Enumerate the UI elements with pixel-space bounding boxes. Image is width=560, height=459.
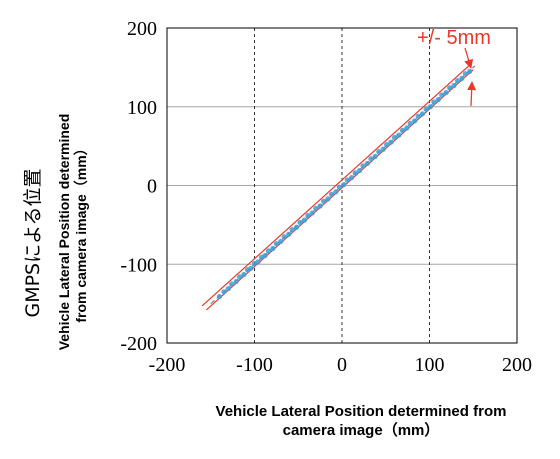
- data-point: [384, 141, 390, 148]
- data-point: [278, 238, 284, 245]
- data-point: [396, 132, 402, 138]
- y-tick-label: 200: [127, 18, 157, 40]
- x-tick-label: -100: [236, 354, 273, 376]
- data-point: [317, 203, 323, 209]
- x-tick-label: 100: [415, 354, 445, 376]
- data-point: [281, 234, 287, 240]
- data-point: [356, 167, 363, 174]
- data-point: [301, 217, 307, 223]
- data-point: [376, 149, 382, 155]
- data-points: [216, 68, 473, 300]
- data-point: [443, 89, 449, 96]
- data-point: [265, 248, 272, 254]
- plot-frame: [166, 27, 518, 344]
- data-point: [407, 120, 413, 126]
- data-point: [286, 231, 292, 237]
- annotation-group: +/- 5mm: [417, 27, 491, 107]
- data-point: [325, 196, 331, 202]
- data-point: [293, 224, 300, 230]
- annotation-arrow-up: [467, 81, 477, 107]
- data-point: [431, 99, 437, 105]
- x-tick-label: 200: [502, 354, 532, 376]
- data-point: [297, 219, 303, 226]
- data-point: [270, 245, 276, 252]
- data-point: [462, 71, 468, 77]
- data-point: [309, 210, 315, 216]
- data-point: [419, 111, 426, 117]
- data-point: [372, 153, 378, 159]
- data-point: [459, 75, 465, 81]
- tolerance-annotation: +/- 5mm: [417, 27, 491, 49]
- data-point: [313, 205, 319, 211]
- data-point: [360, 163, 366, 169]
- data-point: [262, 252, 268, 259]
- data-point: [233, 278, 239, 285]
- data-point: [415, 113, 421, 119]
- y-tick-label: -100: [120, 254, 157, 276]
- data-point: [344, 177, 350, 183]
- data-point: [451, 82, 457, 89]
- data-point: [273, 241, 279, 247]
- data-point: [404, 125, 410, 131]
- data-point: [216, 293, 223, 300]
- data-point: [364, 160, 370, 167]
- data-point: [349, 175, 355, 181]
- data-point: [368, 156, 374, 162]
- data-point: [352, 170, 358, 176]
- data-point: [412, 118, 418, 124]
- data-point: [305, 212, 311, 219]
- y-tick-label: 100: [127, 97, 157, 119]
- data-point: [341, 182, 347, 188]
- data-point: [225, 286, 231, 292]
- y-axis-label-line1: Vehicle Lateral Position determined: [56, 114, 72, 351]
- data-point: [454, 78, 461, 84]
- tolerance-line: [201, 65, 470, 307]
- data-point: [255, 259, 261, 265]
- data-point: [336, 184, 342, 190]
- data-point: [333, 189, 339, 195]
- y-axis-label-jp: GMPSによる位置: [22, 168, 44, 317]
- data-point: [221, 289, 227, 295]
- data-point: [289, 227, 295, 233]
- data-point: [380, 146, 386, 152]
- data-point: [391, 134, 398, 141]
- y-axis-label-line2: from camera image（mm）: [73, 141, 89, 322]
- x-axis-label-line1: Vehicle Lateral Position determined from: [216, 403, 507, 420]
- data-point: [248, 265, 254, 271]
- data-point: [388, 139, 394, 145]
- data-point: [427, 104, 433, 110]
- data-point: [447, 85, 453, 91]
- annotation-arrow-down: [464, 47, 474, 69]
- x-axis-label-line2: camera image（mm）: [283, 421, 440, 439]
- data-point: [423, 106, 429, 112]
- y-tick-label: -200: [120, 333, 157, 355]
- x-tick-label: -200: [149, 354, 186, 376]
- data-point: [241, 271, 247, 278]
- data-point: [439, 92, 445, 98]
- data-point: [399, 127, 405, 133]
- data-point: [237, 274, 243, 280]
- data-point: [328, 191, 335, 197]
- data-point: [229, 281, 235, 287]
- data-point: [321, 198, 327, 204]
- data-point: [435, 97, 441, 103]
- x-tick-label: 0: [337, 354, 347, 376]
- data-point: [467, 68, 473, 74]
- tick-labels: -200 -100 0 100 200 200 100 0 -100 -200: [120, 18, 532, 376]
- y-tick-label: 0: [147, 176, 157, 198]
